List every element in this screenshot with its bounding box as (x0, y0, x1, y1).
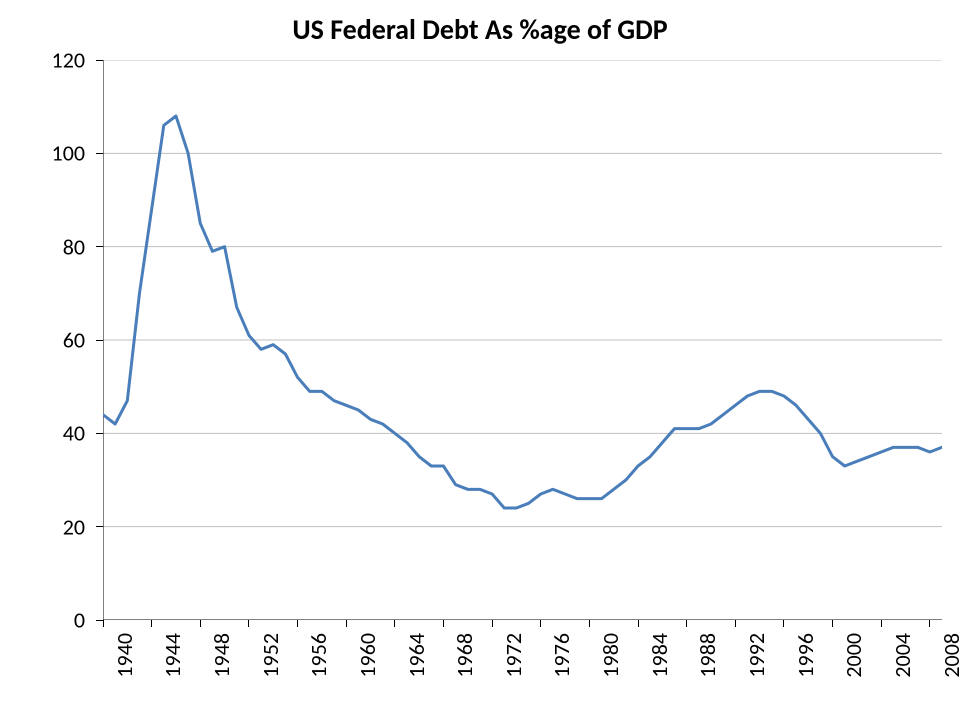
x-axis-tick-label: 1988 (694, 633, 721, 678)
y-axis-tick-mark (96, 246, 103, 247)
y-axis-tick-label: 40 (0, 420, 85, 447)
y-axis-tick-mark (96, 433, 103, 434)
y-axis-tick-label: 100 (0, 140, 85, 167)
x-axis-tick-label: 1960 (354, 633, 381, 678)
y-axis-tick-label: 120 (0, 47, 85, 74)
x-axis-tick-label: 1980 (597, 633, 624, 678)
x-axis-tick-mark (492, 620, 493, 627)
plot-area (103, 60, 942, 620)
x-axis-tick-label: 2000 (840, 633, 867, 678)
y-axis-tick-label: 60 (0, 327, 85, 354)
x-axis-tick-mark (103, 620, 104, 627)
x-axis-tick-mark (540, 620, 541, 627)
x-axis-tick-label: 1984 (646, 633, 673, 678)
x-axis-tick-label: 2008 (938, 633, 960, 678)
x-axis-tick-label: 2004 (889, 633, 916, 678)
x-axis-tick-label: 1944 (159, 633, 186, 678)
x-axis-tick-mark (443, 620, 444, 627)
x-axis-tick-mark (686, 620, 687, 627)
x-axis-tick-mark (881, 620, 882, 627)
x-axis-tick-mark (735, 620, 736, 627)
x-axis-tick-label: 1952 (257, 633, 284, 678)
x-axis-tick-label: 1968 (451, 633, 478, 678)
x-axis-tick-label: 1996 (792, 633, 819, 678)
x-axis-tick-mark (346, 620, 347, 627)
y-axis-tick-mark (96, 340, 103, 341)
x-axis-tick-mark (151, 620, 152, 627)
x-axis-tick-mark (832, 620, 833, 627)
chart-title: US Federal Debt As %age of GDP (0, 12, 960, 47)
x-axis-tick-label: 1956 (305, 633, 332, 678)
x-axis-tick-mark (783, 620, 784, 627)
x-axis-tick-label: 1976 (548, 633, 575, 678)
y-axis-tick-label: 0 (0, 607, 85, 634)
x-axis-tick-mark (394, 620, 395, 627)
x-axis-tick-mark (929, 620, 930, 627)
x-axis-tick-mark (589, 620, 590, 627)
y-axis-tick-mark (96, 60, 103, 61)
x-axis-tick-mark (248, 620, 249, 627)
chart-stage: US Federal Debt As %age of GDP 0 20 40 60 80… (0, 0, 960, 720)
x-axis-tick-label: 1948 (208, 633, 235, 678)
x-axis-tick-label: 1964 (403, 633, 430, 678)
y-axis-tick-mark (96, 153, 103, 154)
x-axis-tick-label: 1940 (111, 633, 138, 678)
y-axis-tick-label: 80 (0, 233, 85, 260)
x-axis-tick-label: 1972 (500, 633, 527, 678)
x-axis-tick-mark (200, 620, 201, 627)
y-axis-tick-label: 20 (0, 513, 85, 540)
plot-svg (103, 60, 942, 620)
x-axis-tick-label: 1992 (743, 633, 770, 678)
y-axis-tick-mark (96, 526, 103, 527)
x-axis-tick-mark (638, 620, 639, 627)
x-axis-tick-mark (297, 620, 298, 627)
data-series-line (103, 116, 942, 508)
